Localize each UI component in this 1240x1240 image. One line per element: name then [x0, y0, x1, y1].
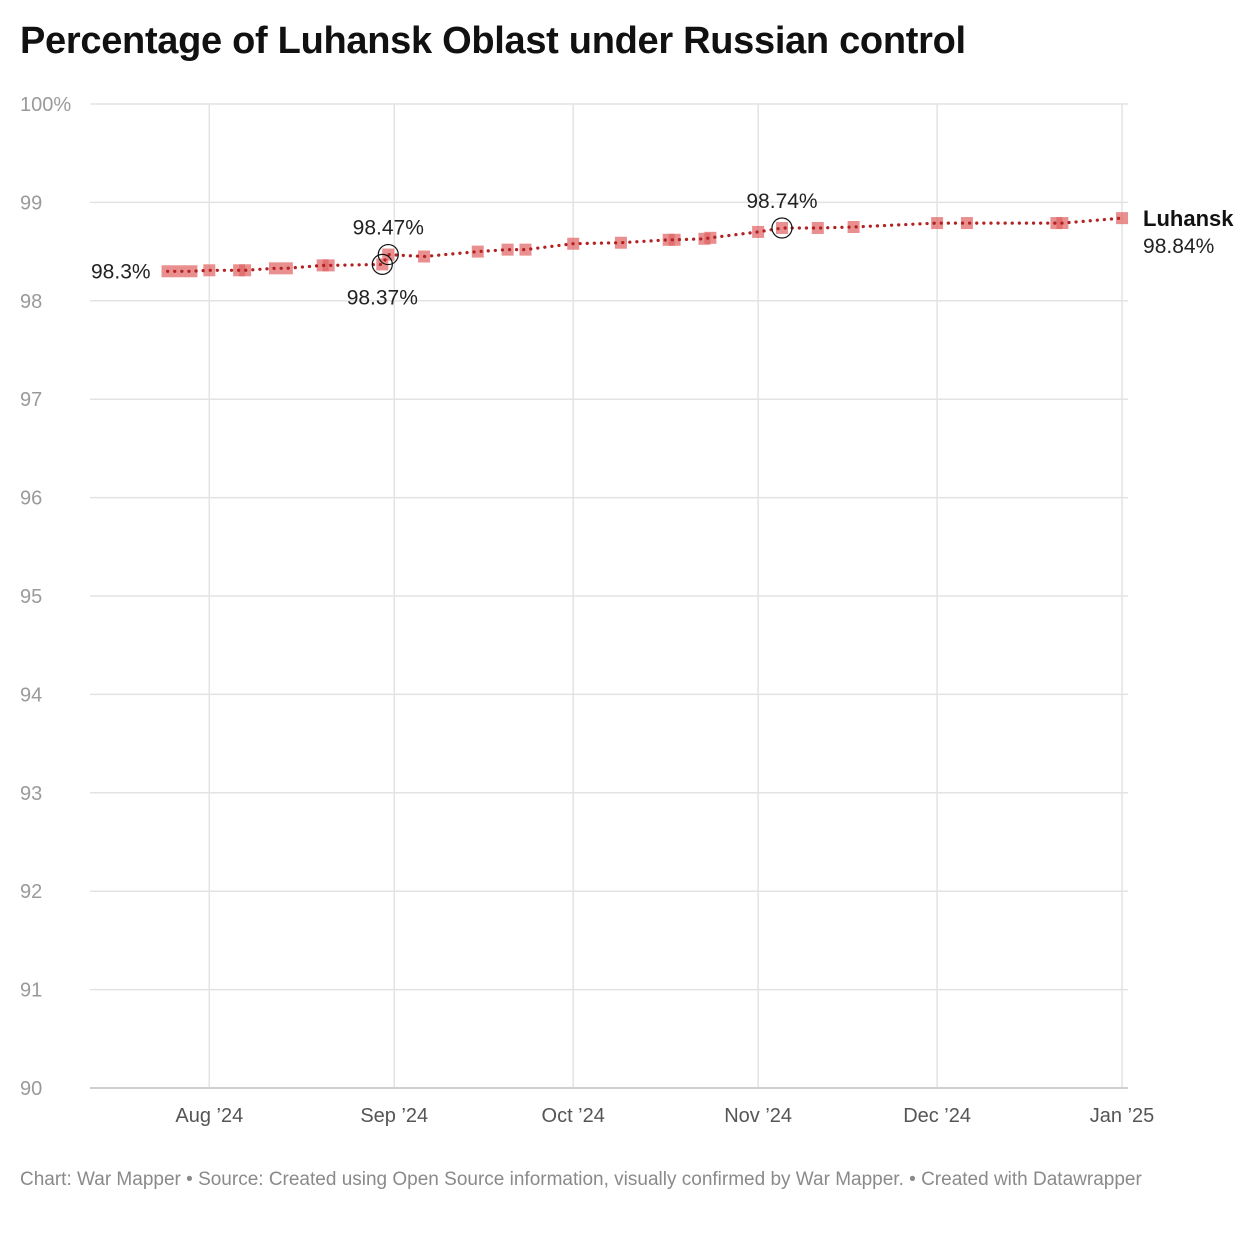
data-point-marker [931, 217, 944, 230]
source-note: Source: Created using Open Source inform… [198, 1169, 904, 1190]
footer-credits: Chart: War Mapper • Source: Created usin… [20, 1167, 1210, 1193]
series-markers [161, 212, 1129, 278]
y-tick-label: 98 [20, 291, 42, 313]
value-annotations: 98.3% 98.47% 98.37% 98.74% [91, 190, 818, 309]
data-point-marker [471, 245, 484, 258]
x-tick-label: Dec ’24 [903, 1105, 971, 1127]
x-tick-label: Nov ’24 [724, 1105, 792, 1127]
y-tick-label: 100% [20, 94, 71, 116]
x-tick-label: Sep ’24 [360, 1105, 428, 1127]
series-name-label: Luhansk [1143, 206, 1234, 231]
y-gridlines [90, 103, 1128, 1089]
data-point-marker [519, 243, 532, 256]
y-tick-label: 95 [20, 586, 42, 608]
x-gridlines [208, 104, 1123, 1088]
credit-separator: • [903, 1169, 922, 1190]
data-point-marker [185, 265, 198, 278]
y-tick-label: 90 [20, 1078, 42, 1100]
data-point-marker [704, 231, 717, 244]
x-axis-labels: Aug ’24 Sep ’24 Oct ’24 Nov ’24 Dec ’24 Jan ’… [175, 1105, 1154, 1127]
data-point-marker [668, 233, 681, 246]
data-point-marker [811, 221, 824, 234]
data-point-marker [847, 221, 860, 233]
y-tick-label: 94 [20, 684, 42, 706]
annotation-label: 98.74% [746, 190, 817, 213]
annotation-highlight-circle [371, 253, 393, 275]
datawrapper-credit: Created with Datawrapper [921, 1169, 1142, 1190]
annotation-label: 98.47% [353, 217, 424, 240]
y-tick-label: 96 [20, 488, 42, 510]
y-axis-labels: 100% 99 98 97 96 95 94 93 92 91 90 [20, 94, 71, 1100]
annotation-label: 98.3% [91, 260, 151, 283]
credit-separator: • [180, 1169, 199, 1190]
y-tick-label: 91 [20, 980, 42, 1002]
chart-title: Percentage of Luhansk Oblast under Russi… [20, 20, 966, 62]
data-point-marker [776, 221, 788, 234]
x-tick-label: Aug ’24 [175, 1105, 243, 1127]
annotation-highlight-circle [377, 243, 399, 266]
annotation-label: 98.37% [347, 286, 418, 309]
y-tick-label: 99 [20, 192, 42, 214]
data-point-marker [322, 259, 335, 272]
y-tick-label: 97 [20, 389, 42, 411]
annotation-highlight-circle [771, 217, 793, 239]
series-end-value-label: 98.84% [1143, 235, 1214, 258]
data-point-marker [960, 217, 973, 230]
data-point-marker [173, 265, 186, 278]
line-chart: 100% 99 98 97 96 95 94 93 92 91 90 Aug ’24 Sep ’24 O… [20, 94, 1234, 1127]
data-point-marker [614, 236, 627, 249]
data-point-marker [501, 243, 514, 256]
y-tick-label: 92 [20, 881, 42, 903]
x-tick-label: Jan ’25 [1090, 1105, 1155, 1127]
x-tick-label: Oct ’24 [542, 1105, 605, 1127]
series-line-luhansk [166, 216, 1124, 273]
series-end-labels: Luhansk 98.84% [1143, 206, 1234, 258]
data-point-marker [1116, 212, 1129, 225]
y-tick-label: 93 [20, 783, 42, 805]
chart-credit: Chart: War Mapper [20, 1169, 181, 1190]
